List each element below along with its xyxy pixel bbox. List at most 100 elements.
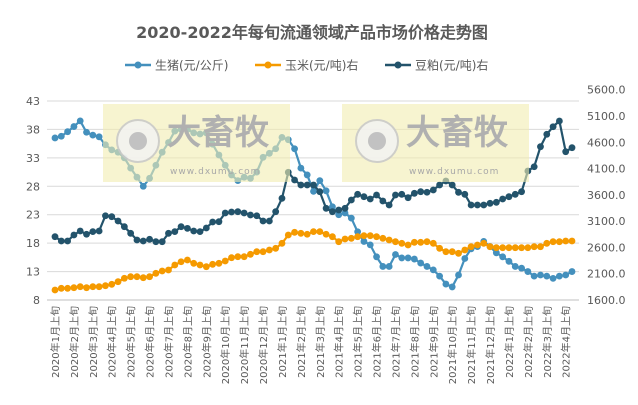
x-tick-label: 2021年5月上旬	[352, 306, 365, 378]
data-point	[404, 194, 412, 202]
legend-marker	[134, 61, 142, 69]
data-point	[316, 177, 324, 185]
data-point	[347, 214, 355, 222]
data-point	[221, 209, 229, 217]
data-point	[152, 269, 160, 277]
x-tick-label: 2020年3月上旬	[87, 306, 100, 378]
data-point	[562, 148, 570, 156]
data-point	[171, 261, 179, 269]
data-point	[341, 235, 349, 243]
data-point	[95, 227, 103, 235]
data-point	[448, 283, 456, 291]
left-tick-label: 43	[26, 95, 40, 108]
data-point	[303, 171, 311, 179]
data-point	[404, 241, 412, 249]
watermark-brand: 大畜牧	[167, 113, 270, 153]
data-point	[146, 273, 153, 281]
data-point	[467, 201, 475, 209]
data-point	[114, 278, 122, 286]
right-tick-label: 5100.0	[587, 110, 626, 123]
data-point	[76, 227, 84, 235]
data-point	[354, 190, 362, 198]
x-tick-label: 2021年3月上旬	[314, 306, 327, 378]
data-point	[505, 193, 513, 201]
data-point	[158, 238, 166, 246]
data-point	[278, 194, 286, 202]
data-point	[335, 238, 343, 246]
data-point	[549, 123, 557, 131]
data-point	[95, 133, 103, 141]
x-tick-label: 2021年6月上旬	[371, 306, 384, 378]
data-point	[366, 232, 374, 240]
data-point	[499, 253, 507, 261]
data-point	[404, 254, 412, 262]
data-point	[499, 195, 507, 203]
data-point	[455, 271, 462, 279]
data-point	[448, 181, 456, 189]
watermark-url: www.dxumu.com	[409, 167, 499, 177]
data-point	[177, 258, 185, 266]
data-point	[272, 208, 280, 216]
x-tick-label: 2022年3月上旬	[541, 306, 554, 378]
data-point	[196, 261, 204, 269]
data-point	[120, 223, 128, 231]
data-point	[436, 181, 443, 189]
data-point	[278, 239, 286, 247]
x-tick-label: 2021年10月上旬	[446, 306, 459, 384]
data-point	[379, 234, 387, 242]
data-point	[505, 257, 513, 265]
data-point	[410, 255, 418, 263]
data-point	[139, 237, 147, 245]
data-point	[253, 212, 261, 220]
left-axis: 8 13 18 23 28 33 38 43	[26, 95, 40, 307]
data-point	[366, 241, 374, 249]
data-point	[562, 237, 570, 245]
data-point	[120, 274, 128, 282]
x-tick-label: 2021年11月上旬	[465, 306, 478, 384]
data-point	[341, 209, 349, 217]
data-point	[429, 186, 437, 194]
data-point	[410, 189, 418, 197]
data-point	[549, 274, 557, 282]
data-point	[568, 268, 576, 275]
data-point	[499, 244, 507, 252]
data-point	[196, 228, 204, 236]
data-point	[329, 203, 336, 211]
data-point	[291, 228, 298, 236]
data-point	[429, 266, 437, 274]
data-point	[379, 263, 387, 270]
legend-item: 生猪(元/公斤)	[125, 59, 228, 73]
data-point	[177, 223, 185, 231]
data-point	[310, 228, 317, 236]
x-tick-label: 2021年9月上旬	[427, 306, 440, 378]
data-point	[511, 244, 519, 252]
data-point	[215, 259, 223, 267]
data-point	[291, 176, 298, 184]
right-axis: 1600.0 2100.0 2600.0 3100.0 3600.0 4100.0 4600…	[587, 84, 626, 307]
data-point	[568, 144, 576, 152]
series-corn	[51, 228, 576, 294]
data-point	[171, 228, 179, 236]
data-point	[259, 248, 267, 256]
data-point	[57, 284, 65, 292]
data-point	[530, 163, 538, 171]
watermark-url: www.dxumu.com	[170, 167, 260, 177]
x-tick-label: 2020年6月上旬	[144, 306, 157, 378]
legend-label: 豆粕(元/吨)右	[415, 58, 488, 73]
data-point	[76, 117, 84, 125]
data-point	[555, 272, 563, 280]
left-tick-label: 18	[26, 237, 40, 250]
data-point	[133, 236, 141, 244]
data-point	[89, 283, 97, 291]
data-point	[530, 272, 538, 280]
data-point	[297, 181, 305, 189]
data-point	[474, 241, 481, 249]
data-point	[410, 238, 418, 246]
data-point	[486, 243, 494, 251]
data-point	[108, 213, 116, 221]
data-point	[228, 254, 235, 262]
data-point	[366, 195, 374, 203]
data-point	[108, 280, 116, 288]
right-tick-label: 2600.0	[587, 241, 626, 254]
data-point	[247, 250, 254, 258]
